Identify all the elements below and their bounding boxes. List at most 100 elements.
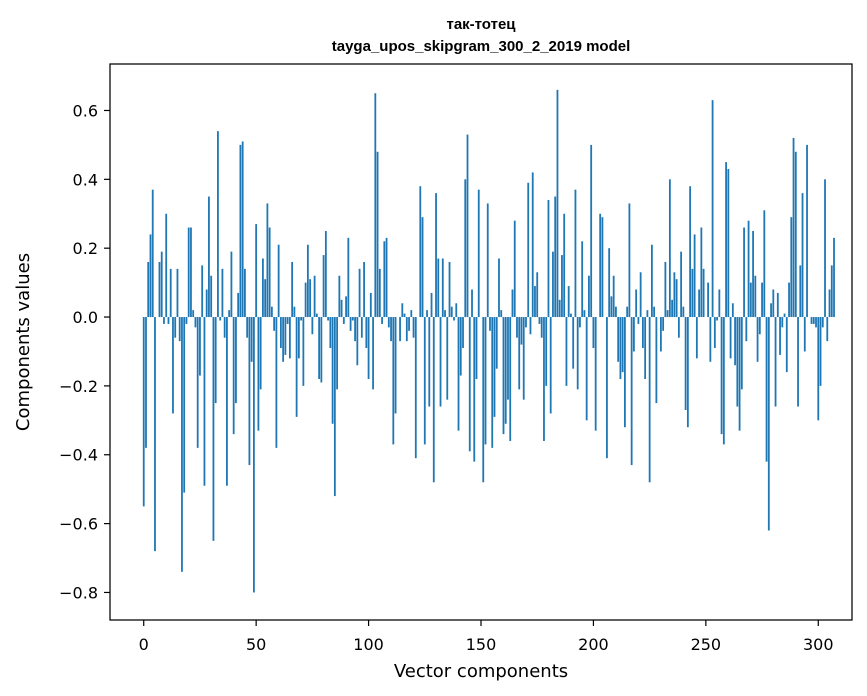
bar-component-167: [518, 317, 521, 390]
bar-component-301: [819, 317, 822, 386]
bar-component-183: [554, 196, 557, 318]
bar-component-246: [695, 317, 698, 359]
bar-component-298: [812, 317, 815, 324]
bar-component-243: [689, 186, 692, 318]
bar-component-25: [199, 317, 201, 376]
bar-component-83: [329, 317, 332, 349]
bar-component-125: [423, 317, 426, 445]
bar-component-233: [666, 310, 669, 318]
bar-component-228: [655, 317, 658, 404]
bar-component-286: [785, 317, 788, 373]
bar-component-4: [151, 189, 154, 318]
bar-component-285: [783, 313, 786, 318]
y-tick-label: −0.2: [59, 377, 98, 396]
bar-component-88: [340, 299, 343, 318]
bar-component-30: [210, 275, 213, 318]
bar-component-206: [606, 317, 608, 459]
bar-component-38: [228, 310, 231, 318]
bar-component-173: [531, 172, 534, 318]
bar-component-11: [167, 317, 170, 324]
bar-component-216: [628, 203, 631, 318]
bar-component-135: [446, 317, 449, 400]
bar-component-1: [145, 317, 147, 448]
bar-component-281: [774, 317, 777, 407]
bar-component-141: [459, 317, 462, 376]
bar-component-47: [248, 317, 251, 466]
bar-component-169: [522, 317, 525, 400]
bar-component-271: [752, 230, 754, 318]
bar-component-268: [745, 317, 748, 342]
bar-component-36: [223, 317, 226, 338]
bar-component-188: [565, 317, 568, 386]
bar-component-56: [268, 227, 271, 318]
bar-component-145: [468, 317, 471, 452]
bar-component-226: [650, 244, 653, 318]
bar-component-199: [590, 144, 593, 318]
bar-component-194: [579, 317, 581, 328]
bar-component-179: [545, 317, 548, 386]
bar-component-232: [664, 261, 667, 318]
bar-component-114: [399, 317, 401, 342]
bar-component-41: [235, 317, 237, 404]
bar-component-227: [653, 306, 656, 318]
bar-component-55: [266, 203, 269, 318]
bar-component-32: [214, 317, 217, 404]
x-axis-ticks: 0 50 100 150 200 250 300: [139, 620, 834, 654]
bar-component-239: [680, 251, 683, 318]
bar-component-177: [540, 317, 543, 338]
bar-component-300: [817, 317, 820, 421]
bar-component-237: [675, 279, 678, 318]
bar-component-220: [637, 317, 640, 324]
bar-component-124: [421, 217, 424, 318]
y-axis-label: Components values: [13, 253, 34, 431]
bar-component-306: [830, 265, 833, 318]
bar-component-291: [797, 317, 799, 407]
bar-component-201: [594, 317, 597, 431]
bar-component-190: [570, 313, 572, 318]
bar-component-109: [387, 317, 390, 328]
bar-component-245: [693, 234, 696, 318]
bar-component-129: [432, 317, 435, 483]
bar-component-82: [327, 317, 329, 321]
bar-component-144: [466, 134, 469, 318]
y-tick-label: 0.4: [73, 170, 98, 189]
bar-component-215: [626, 306, 629, 318]
bar-component-305: [828, 289, 831, 318]
bar-component-65: [288, 317, 291, 359]
bar-component-101: [369, 292, 372, 318]
bar-component-76: [313, 275, 316, 318]
bar-component-191: [572, 317, 575, 369]
x-tick-label: 300: [803, 635, 834, 654]
bar-component-51: [257, 317, 260, 431]
bar-component-57: [270, 306, 273, 318]
bar-component-196: [583, 310, 586, 318]
bar-component-147: [473, 317, 476, 462]
bar-component-69: [297, 317, 300, 359]
bar-component-67: [293, 306, 296, 318]
bar-component-252: [709, 317, 712, 362]
bar-component-303: [824, 179, 826, 318]
bar-component-75: [311, 317, 314, 335]
bar-component-21: [190, 227, 192, 318]
bar-component-231: [662, 317, 665, 331]
bar-component-131: [437, 258, 440, 318]
bar-component-162: [507, 317, 509, 400]
y-tick-label: −0.4: [59, 446, 98, 465]
bar-component-34: [219, 317, 222, 321]
bar-component-138: [453, 317, 455, 321]
bar-component-241: [684, 317, 687, 410]
bar-component-193: [576, 317, 579, 390]
bar-component-161: [504, 317, 507, 424]
bar-component-134: [444, 310, 446, 318]
bar-component-130: [435, 193, 437, 318]
bar-component-182: [552, 251, 554, 318]
bar-component-62: [282, 317, 285, 362]
bar-component-0: [142, 317, 145, 507]
bar-component-267: [743, 227, 745, 318]
x-tick-label: 150: [466, 635, 497, 654]
bar-component-274: [758, 317, 761, 335]
bar-component-78: [318, 317, 321, 380]
bar-component-175: [536, 272, 539, 318]
bar-component-87: [338, 275, 341, 318]
bar-component-146: [471, 289, 473, 318]
